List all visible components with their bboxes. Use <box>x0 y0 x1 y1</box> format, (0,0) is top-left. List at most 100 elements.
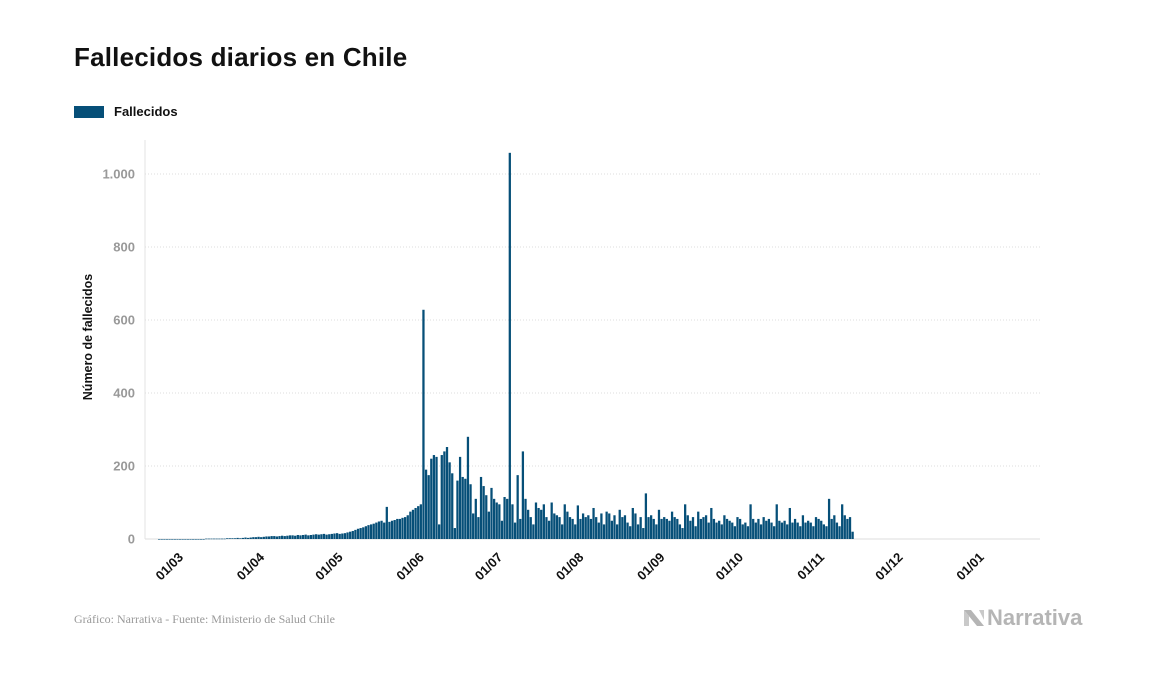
bar <box>529 517 532 539</box>
bar <box>778 520 781 539</box>
bar <box>252 537 255 539</box>
bar <box>309 534 313 539</box>
gridlines <box>144 140 1040 540</box>
bar <box>600 513 603 539</box>
bar <box>500 520 504 539</box>
bar <box>215 538 218 540</box>
bar <box>566 511 569 540</box>
bar <box>226 538 229 539</box>
bar <box>401 517 404 539</box>
bar <box>168 539 171 540</box>
bar <box>568 517 572 539</box>
bar <box>207 538 210 540</box>
bar <box>479 476 483 539</box>
bar <box>602 524 606 539</box>
bar <box>621 517 624 539</box>
bar <box>438 524 441 539</box>
bar <box>780 522 784 540</box>
y-tick-label: 1.000 <box>102 167 135 182</box>
bar <box>511 504 514 539</box>
bar <box>288 535 292 539</box>
bar <box>239 538 242 539</box>
bar <box>639 517 642 539</box>
bar <box>728 520 731 539</box>
bar <box>273 536 276 539</box>
bar <box>422 309 425 539</box>
bar <box>636 524 640 539</box>
bar <box>383 522 386 540</box>
bar <box>689 520 692 539</box>
bar <box>841 504 844 539</box>
bar <box>260 537 263 539</box>
bar <box>492 498 496 539</box>
bar <box>503 497 506 539</box>
bar <box>615 524 619 539</box>
x-tick-label: 01/01 <box>953 550 987 584</box>
bar <box>754 522 757 540</box>
bar <box>534 502 538 539</box>
bar <box>189 539 192 540</box>
bar <box>733 526 737 540</box>
bar <box>307 535 310 539</box>
bar <box>736 517 739 539</box>
bar <box>613 515 616 539</box>
bar <box>563 504 566 539</box>
legend-swatch <box>74 105 104 118</box>
bar <box>843 515 846 539</box>
bar <box>385 506 388 539</box>
bar <box>532 524 535 539</box>
bar <box>458 456 462 540</box>
bar <box>257 536 260 539</box>
bar <box>827 498 831 539</box>
bar <box>642 528 645 539</box>
bar <box>584 517 587 539</box>
bar <box>550 502 553 539</box>
bar <box>814 517 818 539</box>
bar <box>343 533 347 539</box>
bar <box>537 507 540 539</box>
y-tick-label: 400 <box>113 386 135 401</box>
y-tick-label: 600 <box>113 313 135 328</box>
bar <box>752 518 755 539</box>
bar <box>351 530 354 539</box>
legend: Fallecidos <box>74 104 178 119</box>
bar <box>367 525 370 539</box>
bar <box>707 522 710 540</box>
x-tick-label: 01/11 <box>794 550 827 583</box>
bar <box>822 524 825 539</box>
bar <box>746 526 750 540</box>
bar <box>644 493 648 540</box>
bar <box>757 518 760 539</box>
bar <box>623 515 627 539</box>
bar <box>812 526 815 540</box>
bar <box>411 509 415 539</box>
bar <box>663 517 666 539</box>
bar <box>194 539 197 540</box>
bar <box>576 505 579 539</box>
bar <box>283 536 286 539</box>
bar <box>218 538 221 540</box>
y-tick-label: 800 <box>113 240 135 255</box>
bar <box>770 522 773 540</box>
bar <box>409 511 412 540</box>
bar <box>796 522 799 540</box>
bar <box>508 152 511 539</box>
bar <box>762 517 765 539</box>
bar <box>673 517 676 539</box>
bar <box>485 495 488 539</box>
bar <box>691 517 695 539</box>
bar <box>715 522 718 540</box>
bar <box>618 509 621 539</box>
bar <box>773 526 776 540</box>
bar <box>807 520 810 539</box>
bar <box>291 535 294 539</box>
bar <box>254 537 258 539</box>
bar <box>684 504 687 539</box>
bar <box>419 504 422 539</box>
bar <box>176 539 179 540</box>
bar <box>495 502 498 539</box>
bar <box>356 528 360 539</box>
bar <box>249 537 252 539</box>
bar <box>521 451 525 539</box>
bar <box>694 526 697 540</box>
